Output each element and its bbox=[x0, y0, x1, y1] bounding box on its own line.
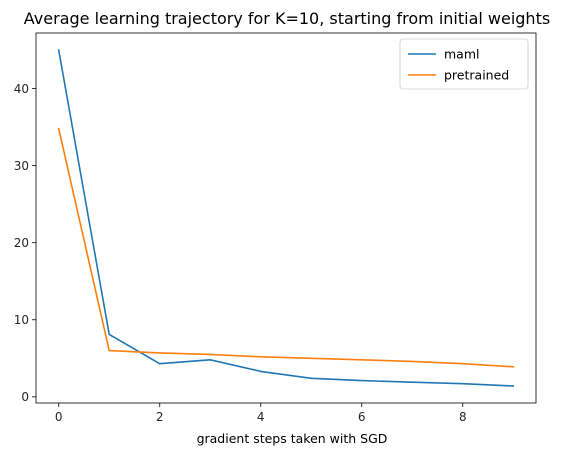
x-axis-label: gradient steps taken with SGD bbox=[197, 431, 388, 446]
x-tick-label: 6 bbox=[358, 410, 366, 424]
x-tick-label: 0 bbox=[55, 410, 63, 424]
y-tick-label: 10 bbox=[14, 313, 29, 327]
y-tick-label: 40 bbox=[14, 82, 29, 96]
x-tick-label: 8 bbox=[459, 410, 467, 424]
legend-box bbox=[399, 38, 529, 90]
legend-label-maml: maml bbox=[444, 47, 480, 62]
series-line-maml bbox=[57, 49, 515, 387]
series-line-pretrained bbox=[57, 127, 515, 368]
x-tick-label: 4 bbox=[257, 410, 265, 424]
y-tick-label: 0 bbox=[21, 390, 29, 404]
y-tick-label: 20 bbox=[14, 236, 29, 250]
plot-area-frame bbox=[35, 32, 537, 404]
legend-label-pretrained: pretrained bbox=[444, 68, 509, 83]
x-tick-label: 2 bbox=[156, 410, 164, 424]
legend: maml pretrained bbox=[399, 38, 529, 90]
chart-title: Average learning trajectory for K=10, st… bbox=[24, 9, 550, 28]
y-tick-label: 30 bbox=[14, 159, 29, 173]
